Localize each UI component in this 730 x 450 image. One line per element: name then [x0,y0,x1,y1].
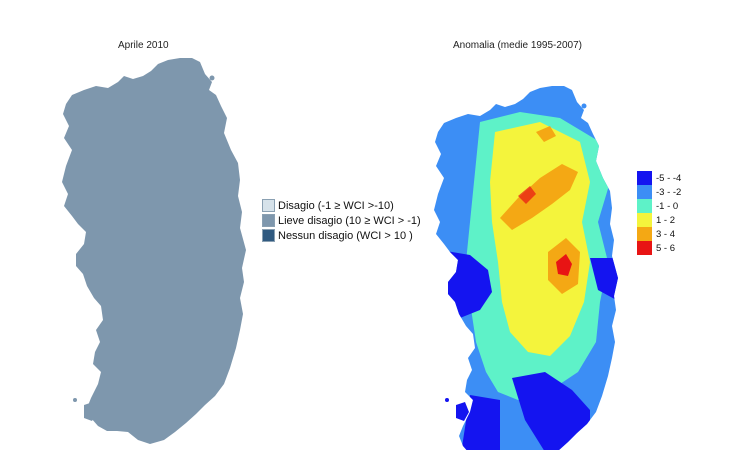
left-map-islet [73,398,77,402]
legend-swatch-lieve-disagio [262,214,275,227]
legend-label: 1 - 2 [656,214,676,226]
legend-swatch [637,241,652,255]
legend-label: -3 - -2 [656,186,682,198]
right-map-cold-south [512,372,590,450]
right-map [434,86,618,450]
legend-item: -1 - 0 [637,199,681,213]
right-map-highland-top [536,126,556,142]
left-map-islet-ne [209,75,215,81]
legend-swatch [637,213,652,227]
legend-label: 5 - 6 [656,242,676,254]
legend-item: -3 - -2 [637,185,681,199]
legend-item: Lieve disagio (10 ≥ WCI > -1) [262,213,421,228]
right-map-cold-southwest [460,395,500,450]
right-map-cold-east [590,258,618,302]
legend-swatch [637,227,652,241]
legend-label: -5 - -4 [656,172,682,184]
left-map-legend: Disagio (-1 ≥ WCI >-10) Lieve disagio (1… [262,198,421,243]
right-map-islet-ne [581,103,587,109]
legend-item: 1 - 2 [637,213,681,227]
legend-label: Nessun disagio (WCI > 10 ) [278,229,413,242]
legend-item: 3 - 4 [637,227,681,241]
legend-item: Disagio (-1 ≥ WCI >-10) [262,198,421,213]
legend-item: 5 - 6 [637,241,681,255]
legend-swatch [637,171,652,185]
legend-swatch-disagio [262,199,275,212]
legend-item: Nessun disagio (WCI > 10 ) [262,228,421,243]
legend-swatch-nessun-disagio [262,229,275,242]
right-map-islet [445,398,449,402]
legend-swatch [637,199,652,213]
right-map-legend: -5 - -4 -3 - -2 -1 - 0 1 - 2 3 - 4 5 - 6 [637,171,681,255]
left-map-sardinia [62,58,246,444]
legend-label: 3 - 4 [656,228,676,240]
right-map-island-sw [456,402,469,421]
legend-label: -1 - 0 [656,200,679,212]
right-map-hotspot [556,254,572,276]
legend-swatch [637,185,652,199]
legend-item: -5 - -4 [637,171,681,185]
right-map-highland-north [500,164,578,230]
right-map-title: Anomalia (medie 1995-2007) [453,40,582,51]
right-map-hotspot-north [518,186,536,204]
legend-label: Lieve disagio (10 ≥ WCI > -1) [278,214,421,227]
left-map-title: Aprile 2010 [118,40,169,51]
left-map [62,58,246,444]
left-map-island-sw [84,402,97,421]
legend-label: Disagio (-1 ≥ WCI >-10) [278,199,394,212]
